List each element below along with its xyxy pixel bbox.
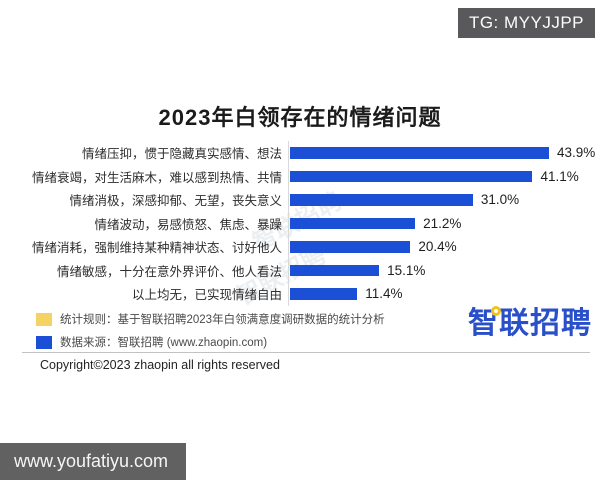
category-label: 情绪消耗，强制维持某种精神状态、讨好他人 [31, 241, 282, 256]
category-label: 情绪波动，易感愤怒、焦虑、暴躁 [94, 217, 282, 232]
category-label: 情绪消极，深感抑郁、无望，丧失意义 [69, 194, 282, 209]
category-label: 情绪压抑，惯于隐藏真实感情、想法 [81, 147, 282, 162]
chart-legend: 统计规则：基于智联招聘2023年白领满意度调研数据的统计分析 数据来源：智联招聘… [36, 311, 385, 357]
copyright-text: Copyright©2023 zhaopin all rights reserv… [40, 358, 280, 372]
chart-row: 以上均无，已实现情绪自由 11.4% [30, 282, 595, 306]
value-label: 43.9% [557, 145, 596, 161]
bar [290, 194, 473, 206]
value-label: 41.1% [540, 168, 579, 184]
category-label: 以上均无，已实现情绪自由 [131, 288, 282, 303]
bar [290, 217, 416, 229]
logo-dot-icon [491, 306, 501, 316]
chart-row: 情绪敏感，十分在意外界评价、他人看法 15.1% [30, 258, 595, 282]
value-label: 21.2% [423, 215, 462, 231]
bar-area: 43.9% [288, 141, 595, 165]
category-label: 情绪敏感，十分在意外界评价、他人看法 [56, 264, 282, 279]
chart-title: 2023年白领存在的情绪问题 [158, 105, 442, 130]
bar-area: 20.4% [288, 235, 457, 259]
value-label: 31.0% [480, 192, 520, 208]
footer-divider [22, 352, 590, 353]
legend-item: 数据来源：智联招聘 (www.zhaopin.com) [36, 334, 385, 350]
category-label: 情绪衰竭，对生活麻木，难以感到热情、共情 [31, 170, 282, 185]
legend-item-label: 统计规则：基于智联招聘2023年白领满意度调研数据的统计分析 [60, 314, 385, 326]
bar-area: 31.0% [288, 188, 519, 212]
bar-area: 21.2% [288, 211, 462, 235]
chart-row: 情绪消耗，强制维持某种精神状态、讨好他人 20.4% [30, 235, 595, 259]
bar [290, 147, 549, 159]
site-badge-text: www.youfatiyu.com [14, 451, 169, 471]
bar-chart: 情绪压抑，惯于隐藏真实感情、想法 43.9% 情绪衰竭，对生活麻木，难以感到热情、共… [30, 141, 595, 306]
bar-area: 11.4% [288, 282, 403, 306]
bar [290, 264, 380, 276]
legend-swatch-yellow [36, 312, 52, 326]
value-label: 11.4% [365, 286, 403, 302]
chart-row: 情绪衰竭，对生活麻木，难以感到热情、共情 41.1% [30, 164, 595, 188]
legend-item: 统计规则：基于智联招聘2023年白领满意度调研数据的统计分析 [36, 311, 385, 327]
bar [290, 170, 533, 182]
bar [290, 288, 358, 300]
tg-badge: TG: MYYJJPP [458, 8, 595, 38]
logo-text: 智联招聘 [468, 307, 592, 340]
chart-row: 情绪消极，深感抑郁、无望，丧失意义 31.0% [30, 188, 595, 212]
site-badge: www.youfatiyu.com [0, 443, 186, 480]
chart-row: 情绪压抑，惯于隐藏真实感情、想法 43.9% [30, 141, 595, 165]
chart-row: 情绪波动，易感愤怒、焦虑、暴躁 21.2% [30, 211, 595, 235]
zhaopin-logo: 智联招聘 [468, 305, 592, 343]
value-label: 15.1% [387, 262, 426, 278]
legend-item-label: 数据来源：智联招聘 (www.zhaopin.com) [60, 337, 268, 349]
bar-area: 15.1% [288, 258, 426, 282]
value-label: 20.4% [418, 239, 457, 255]
legend-swatch-blue [36, 335, 52, 349]
tg-badge-text: TG: MYYJJPP [468, 13, 585, 32]
bar [290, 241, 411, 253]
bar-area: 41.1% [288, 164, 579, 188]
